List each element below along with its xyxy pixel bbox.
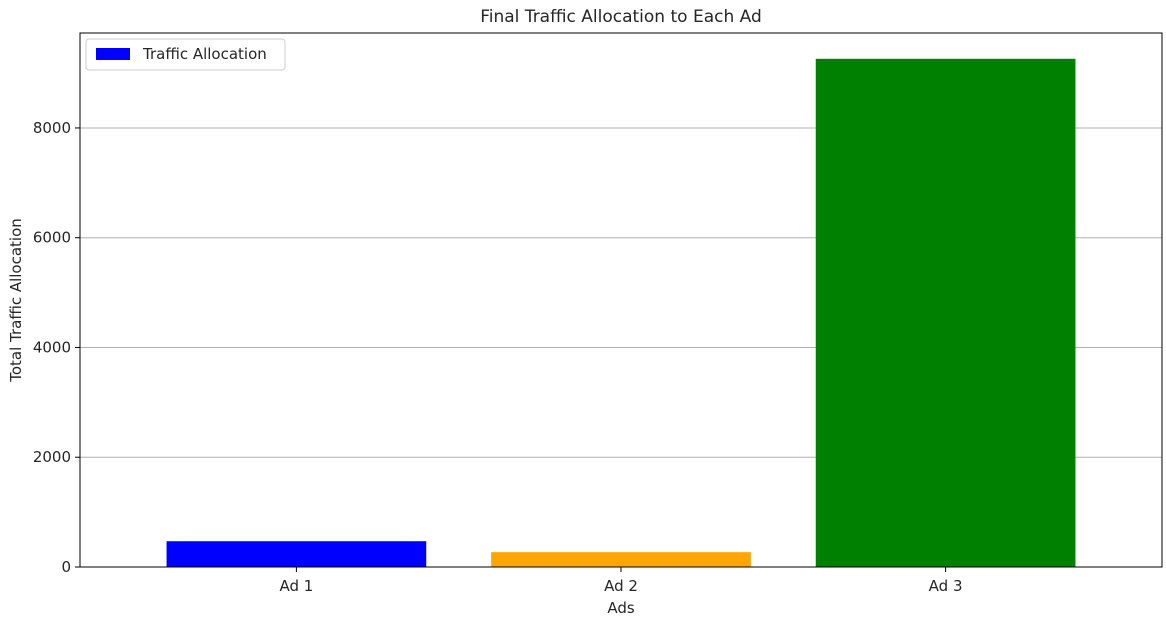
- x-tick-label: Ad 2: [604, 577, 638, 595]
- legend-box: [85, 38, 286, 71]
- legend-swatch: [96, 48, 130, 60]
- bar-ad-2: [491, 552, 751, 567]
- y-tick-label: 8000: [33, 119, 71, 137]
- y-tick-label: 0: [61, 558, 71, 576]
- bar-ad-1: [166, 541, 427, 567]
- x-axis-label: Ads: [607, 599, 635, 617]
- y-axis-ticks: 0 2000 4000 6000 8000: [33, 119, 80, 576]
- bar-ad-3: [815, 58, 1076, 568]
- y-tick-label: 4000: [33, 338, 71, 356]
- y-tick-label: 2000: [33, 448, 71, 466]
- legend: Traffic Allocation: [85, 38, 286, 71]
- y-tick-label: 6000: [33, 229, 71, 247]
- bars: [166, 58, 1076, 568]
- legend-label: Traffic Allocation: [142, 45, 267, 63]
- chart-title: Final Traffic Allocation to Each Ad: [480, 7, 762, 27]
- y-axis-label: Total Traffic Allocation: [7, 218, 25, 383]
- x-axis-ticks: Ad 1 Ad 2 Ad 3: [279, 567, 963, 595]
- x-tick-label: Ad 1: [279, 577, 313, 595]
- x-tick-label: Ad 3: [929, 577, 963, 595]
